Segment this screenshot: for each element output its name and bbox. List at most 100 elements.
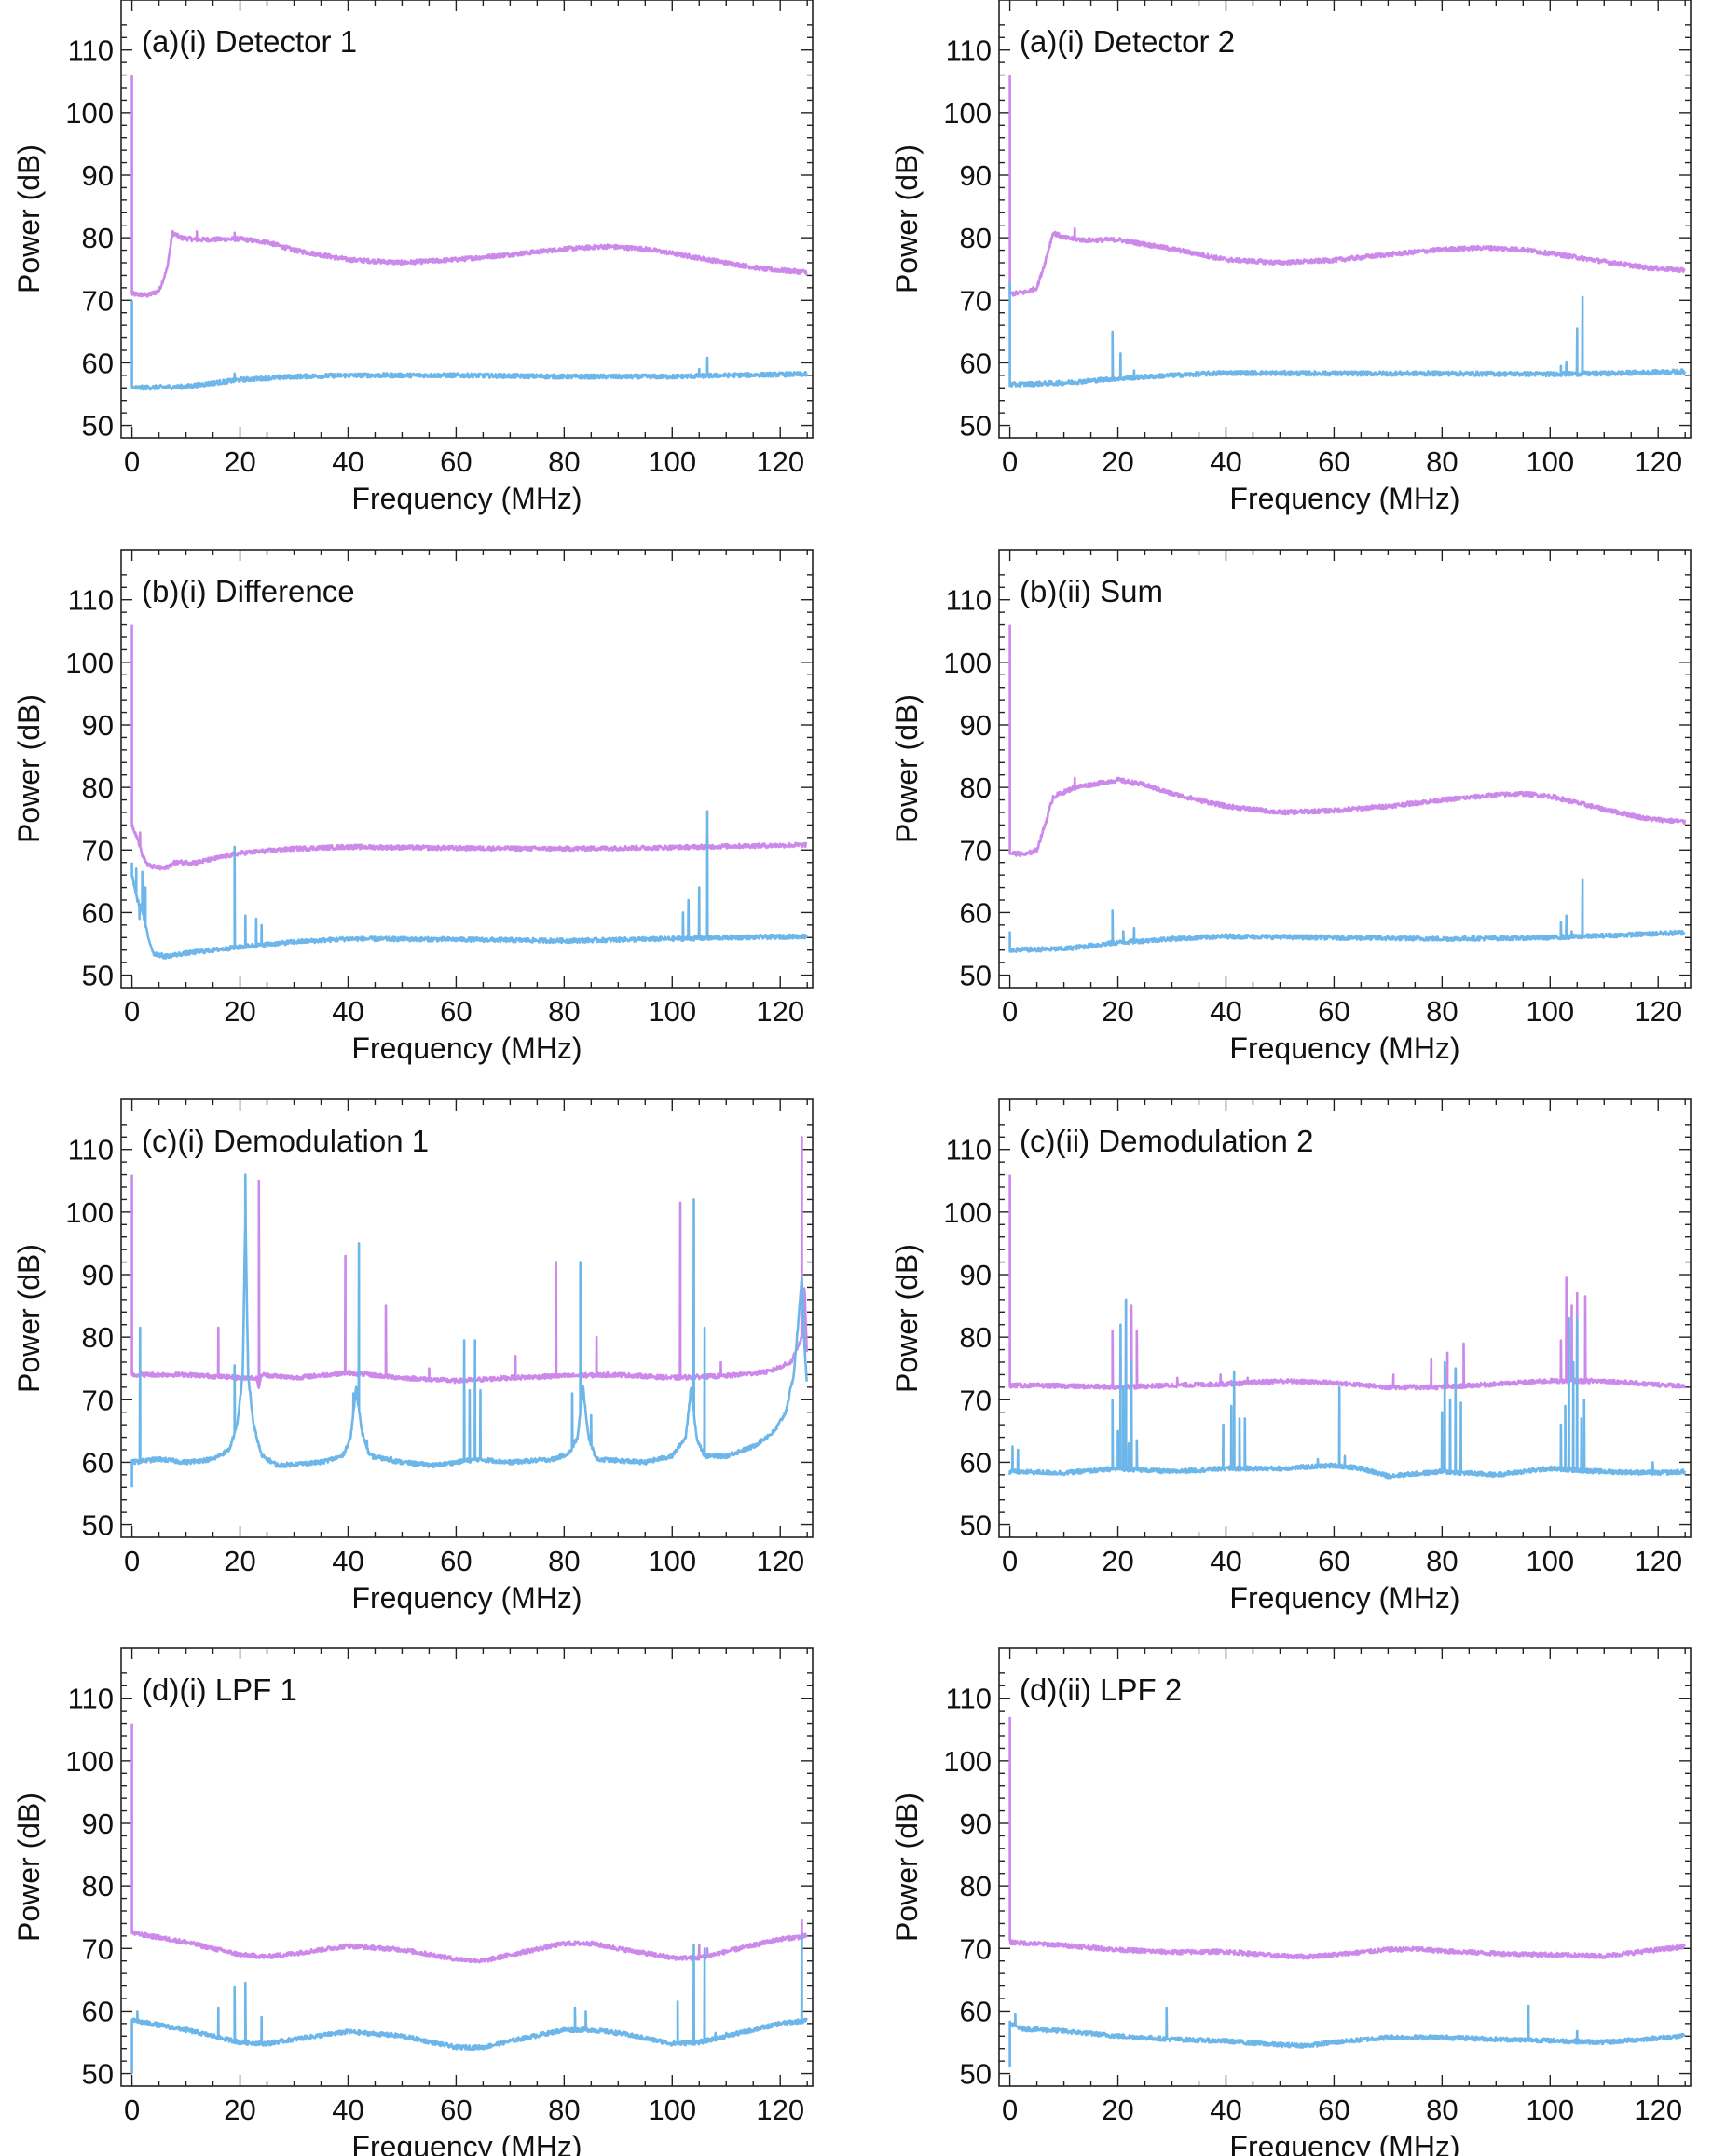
x-tick-label: 120 xyxy=(756,995,804,1028)
y-axis-label: Power (dB) xyxy=(12,1793,46,1942)
series-line-blue xyxy=(1008,281,1686,389)
y-tick-label: 50 xyxy=(960,1509,992,1542)
y-tick-label: 80 xyxy=(960,771,992,804)
y-tick-label: 110 xyxy=(946,34,992,67)
y-tick-label: 60 xyxy=(82,896,114,929)
y-axis-label: Power (dB) xyxy=(890,694,924,843)
x-tick-label: 100 xyxy=(648,445,696,478)
x-tick-label: 120 xyxy=(1634,2094,1682,2126)
series-line-blue xyxy=(1008,878,1686,953)
x-axis-label: Frequency (MHz) xyxy=(351,1031,582,1065)
x-tick-label: 60 xyxy=(1318,1545,1349,1577)
x-tick-label: 100 xyxy=(1526,995,1574,1028)
y-tick-label: 70 xyxy=(82,834,114,866)
chart-panel-3: 0 20 40 60 80 100 120 50 60 70 80 90 100 110 Frequency… xyxy=(12,549,814,1065)
y-tick-label: 50 xyxy=(82,960,114,992)
y-tick-label: 90 xyxy=(82,1808,114,1840)
y-tick-label: 80 xyxy=(82,222,114,254)
x-tick-label: 40 xyxy=(332,995,363,1028)
x-tick-label: 80 xyxy=(548,1545,580,1577)
y-tick-label: 50 xyxy=(82,2058,114,2091)
y-tick-label: 80 xyxy=(82,1321,114,1354)
y-axis-label: Power (dB) xyxy=(890,144,924,293)
plot-frame xyxy=(120,1647,814,2087)
chart-panel-5: 0 20 40 60 80 100 120 50 60 70 80 90 100 110 Frequency… xyxy=(12,1098,814,1615)
x-tick-label: 40 xyxy=(332,1545,363,1577)
x-axis-label: Frequency (MHz) xyxy=(1229,1581,1459,1615)
y-tick-label: 60 xyxy=(960,1446,992,1479)
x-tick-label: 40 xyxy=(1210,445,1241,478)
x-axis-label: Frequency (MHz) xyxy=(351,482,582,515)
y-tick-label: 80 xyxy=(960,1321,992,1354)
series-line-purple xyxy=(1008,1174,1686,1391)
y-tick-label: 110 xyxy=(68,1683,114,1715)
y-tick-label: 70 xyxy=(960,1384,992,1416)
y-tick-label: 70 xyxy=(960,834,992,866)
panel-title: (b)(ii) Sum xyxy=(1020,574,1163,608)
x-tick-label: 0 xyxy=(1002,445,1018,478)
y-tick-label: 60 xyxy=(82,347,114,379)
y-axis-label: Power (dB) xyxy=(890,1793,924,1942)
x-tick-label: 60 xyxy=(440,1545,472,1577)
y-tick-label: 90 xyxy=(960,1259,992,1291)
y-tick-label: 70 xyxy=(82,1384,114,1416)
x-tick-label: 20 xyxy=(224,995,255,1028)
chart-panel-8: 0 20 40 60 80 100 120 50 60 70 80 90 100 110 Frequency… xyxy=(890,1647,1692,2156)
x-tick-label: 60 xyxy=(440,995,472,1028)
x-tick-label: 40 xyxy=(332,445,363,478)
y-tick-label: 60 xyxy=(82,1995,114,2027)
series-line-blue xyxy=(130,1173,808,1488)
y-tick-label: 100 xyxy=(65,1745,114,1778)
series-line-blue xyxy=(1008,2004,1686,2067)
y-tick-label: 80 xyxy=(82,771,114,804)
x-tick-label: 40 xyxy=(1210,1545,1241,1577)
plot-frame xyxy=(120,1098,814,1538)
y-tick-label: 50 xyxy=(82,1509,114,1542)
series-line-blue xyxy=(130,300,808,391)
x-axis-label: Frequency (MHz) xyxy=(351,2130,582,2156)
plot-frame xyxy=(998,549,1692,989)
panel-title: (d)(i) LPF 1 xyxy=(142,1672,297,1707)
x-tick-label: 0 xyxy=(1002,1545,1018,1577)
y-tick-label: 90 xyxy=(960,709,992,742)
x-tick-label: 60 xyxy=(440,445,472,478)
x-tick-label: 80 xyxy=(548,995,580,1028)
plot-frame xyxy=(998,0,1692,439)
x-tick-label: 100 xyxy=(1526,1545,1574,1577)
x-tick-label: 0 xyxy=(124,445,140,478)
x-tick-label: 120 xyxy=(1634,995,1682,1028)
panel-title: (c)(i) Demodulation 1 xyxy=(142,1124,429,1158)
y-tick-label: 50 xyxy=(82,410,114,443)
x-tick-label: 80 xyxy=(1426,995,1458,1028)
x-tick-label: 20 xyxy=(224,1545,255,1577)
x-tick-label: 80 xyxy=(1426,1545,1458,1577)
y-tick-label: 100 xyxy=(943,647,992,679)
x-tick-label: 0 xyxy=(124,1545,140,1577)
y-tick-label: 70 xyxy=(82,1932,114,1965)
x-tick-label: 40 xyxy=(332,2094,363,2126)
y-tick-label: 100 xyxy=(943,1196,992,1229)
y-tick-label: 50 xyxy=(960,410,992,443)
y-tick-label: 50 xyxy=(960,960,992,992)
x-tick-label: 60 xyxy=(1318,445,1349,478)
x-tick-label: 120 xyxy=(1634,1545,1682,1577)
x-tick-label: 120 xyxy=(756,445,804,478)
panel-title: (a)(i) Detector 2 xyxy=(1020,24,1235,59)
series-line-purple xyxy=(130,75,808,298)
y-tick-label: 70 xyxy=(960,1932,992,1965)
x-tick-label: 20 xyxy=(1102,445,1133,478)
y-tick-label: 100 xyxy=(65,1196,114,1229)
plot-frame xyxy=(120,549,814,989)
y-tick-label: 110 xyxy=(68,1134,114,1167)
x-tick-label: 40 xyxy=(1210,2094,1241,2126)
x-tick-label: 20 xyxy=(1102,1545,1133,1577)
x-tick-label: 100 xyxy=(648,2094,696,2126)
x-axis-label: Frequency (MHz) xyxy=(351,1581,582,1615)
x-tick-label: 120 xyxy=(756,1545,804,1577)
plot-frame xyxy=(120,0,814,439)
y-tick-label: 60 xyxy=(960,1995,992,2027)
y-tick-label: 60 xyxy=(960,896,992,929)
y-tick-label: 70 xyxy=(82,284,114,317)
y-axis-label: Power (dB) xyxy=(12,694,46,843)
x-axis-label: Frequency (MHz) xyxy=(1229,1031,1459,1065)
